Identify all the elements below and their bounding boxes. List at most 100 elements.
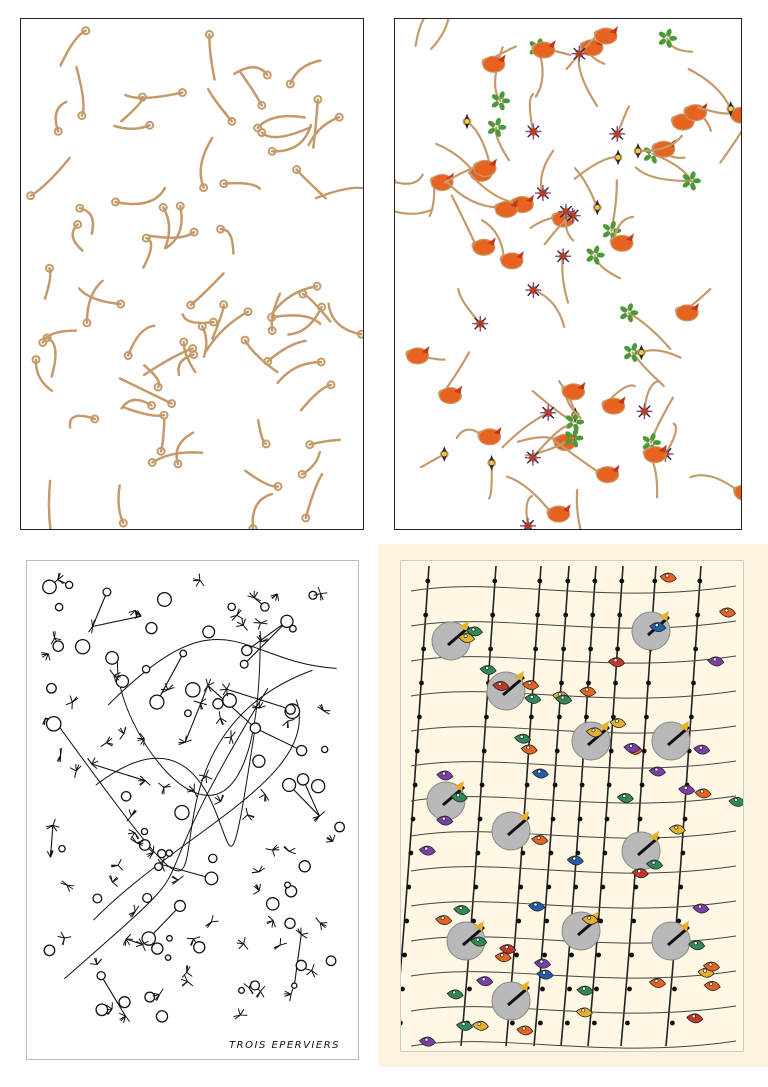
bird-beak — [487, 237, 496, 246]
hawk-pattern-artwork — [401, 565, 743, 1049]
leaf — [593, 245, 600, 254]
leaf — [658, 38, 666, 45]
leaf — [565, 422, 573, 429]
node-circle — [46, 682, 57, 694]
curl-loop — [261, 439, 271, 449]
leaf — [666, 28, 672, 37]
bird-beak — [547, 40, 556, 49]
node-circle — [52, 640, 65, 653]
flower-center — [530, 287, 537, 294]
curl-loop — [90, 414, 100, 424]
node-circle — [298, 860, 311, 873]
small-head — [479, 665, 497, 675]
node-circle — [144, 991, 156, 1003]
flower-center — [614, 130, 621, 137]
node-circle — [42, 579, 57, 595]
cross-line — [410, 900, 737, 909]
node-circle — [310, 778, 326, 794]
colored-branching-artwork-panel — [394, 18, 742, 530]
node-circle — [74, 638, 91, 655]
curl-loop — [285, 79, 295, 89]
curl-loop — [73, 220, 83, 229]
curl-loop — [253, 123, 263, 133]
long-curve — [107, 638, 337, 706]
leaf — [565, 431, 573, 438]
curl-loop — [75, 203, 85, 213]
node-circle — [320, 745, 329, 754]
curl-loop — [175, 201, 185, 211]
small-head — [579, 686, 597, 697]
flower-center — [576, 50, 583, 57]
node-circle — [296, 773, 310, 786]
leaf — [690, 182, 696, 191]
vertical-line — [460, 565, 497, 1047]
node-circle — [193, 941, 206, 954]
curl-loop — [42, 333, 52, 343]
bird-beak — [493, 426, 502, 435]
leaf — [650, 433, 656, 441]
leaf — [491, 94, 499, 101]
curl-loop — [326, 380, 336, 390]
curl-loop — [297, 469, 307, 479]
small-head — [707, 656, 725, 667]
node-circle — [280, 614, 294, 629]
small-head — [456, 1021, 474, 1031]
bird-beak — [454, 385, 463, 394]
curl-loop — [305, 440, 315, 450]
small-head — [646, 859, 664, 870]
leaf — [666, 40, 672, 48]
cross-line — [410, 865, 737, 874]
node-circle — [138, 839, 151, 851]
node-circle — [202, 625, 216, 639]
small-head — [575, 1007, 593, 1018]
curl-loop — [292, 165, 302, 174]
small-head — [694, 788, 712, 799]
node-circle — [241, 644, 253, 657]
leaf — [488, 127, 496, 135]
node-circle — [207, 853, 218, 864]
small-head — [435, 915, 453, 925]
small-head — [702, 961, 721, 972]
small-head — [528, 901, 546, 912]
node-circle — [295, 744, 308, 757]
curl-loop — [116, 299, 126, 309]
small-head — [458, 633, 476, 643]
node-circle — [120, 790, 132, 802]
curl-loop — [227, 116, 237, 126]
leaf — [643, 154, 652, 161]
leaf — [498, 124, 507, 130]
curl-loop — [77, 111, 87, 121]
bird-beak — [421, 345, 430, 354]
node-circle — [283, 881, 292, 889]
leaf — [495, 129, 501, 137]
node-circle — [142, 892, 153, 904]
tan-branching-artwork-panel — [20, 18, 364, 530]
curl-loop — [199, 183, 209, 193]
node-circle — [284, 885, 298, 898]
leaf — [620, 313, 628, 320]
node-circle — [334, 821, 346, 833]
artwork-caption: TROIS EPERVIERS — [229, 1040, 340, 1051]
leaf — [610, 221, 616, 229]
cross-line — [410, 690, 737, 699]
small-head — [686, 1013, 704, 1024]
leaf — [596, 252, 605, 258]
hawk-pattern-canvas — [400, 560, 744, 1052]
node-circle — [95, 1003, 109, 1017]
bird-beak — [515, 250, 524, 259]
bird-beak — [577, 381, 586, 390]
curl-loop — [240, 335, 250, 345]
curl-loop — [298, 289, 308, 299]
leaf — [651, 155, 657, 164]
small-head — [609, 718, 627, 728]
leaf — [602, 224, 610, 231]
curl-loop — [204, 30, 214, 39]
node-circle — [212, 698, 224, 710]
small-head — [659, 572, 677, 583]
vertical-line — [560, 565, 597, 1047]
node-circle — [174, 804, 190, 821]
small-head — [668, 824, 686, 835]
node-circle — [43, 944, 56, 957]
node-circle — [118, 996, 131, 1009]
curl-loop — [188, 344, 198, 354]
